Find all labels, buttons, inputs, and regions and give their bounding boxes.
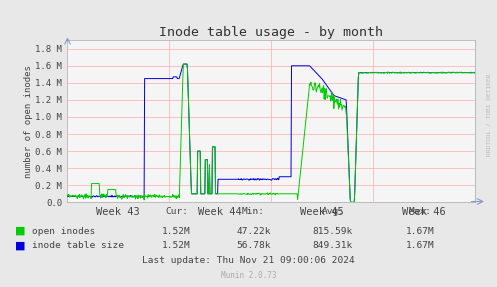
Text: 47.22k: 47.22k (236, 226, 271, 236)
Text: 1.67M: 1.67M (406, 241, 434, 250)
Text: 1.52M: 1.52M (162, 241, 191, 250)
Text: ■: ■ (15, 226, 25, 236)
Text: 815.59k: 815.59k (313, 226, 353, 236)
Title: Inode table usage - by month: Inode table usage - by month (159, 26, 383, 39)
Text: Max:: Max: (409, 207, 431, 216)
Text: 1.52M: 1.52M (162, 226, 191, 236)
Text: Avg:: Avg: (322, 207, 344, 216)
Text: 849.31k: 849.31k (313, 241, 353, 250)
Text: 1.67M: 1.67M (406, 226, 434, 236)
Text: Last update: Thu Nov 21 09:00:06 2024: Last update: Thu Nov 21 09:00:06 2024 (142, 256, 355, 265)
Text: ■: ■ (15, 241, 25, 250)
Y-axis label: number of open inodes: number of open inodes (23, 65, 33, 178)
Text: Munin 2.0.73: Munin 2.0.73 (221, 271, 276, 280)
Text: Min:: Min: (242, 207, 265, 216)
Text: 56.78k: 56.78k (236, 241, 271, 250)
Text: Cur:: Cur: (165, 207, 188, 216)
Text: open inodes: open inodes (32, 226, 95, 236)
Text: RRDTOOL / TOBI OETIKER: RRDTOOL / TOBI OETIKER (486, 73, 491, 156)
Text: inode table size: inode table size (32, 241, 124, 250)
